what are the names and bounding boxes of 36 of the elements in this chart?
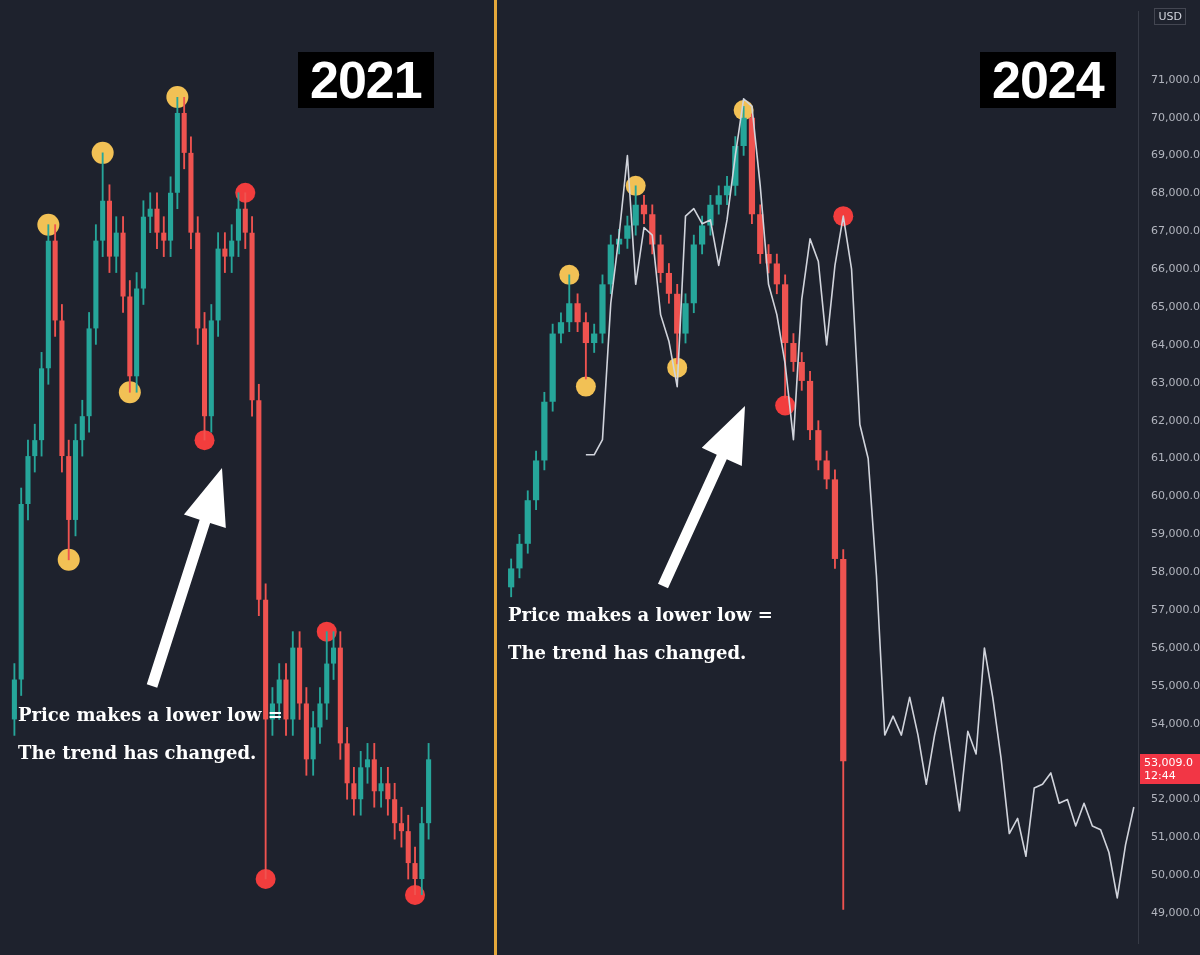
y-tick-label: 54,000.0 bbox=[1151, 716, 1200, 730]
y-tick-label: 57,000.0 bbox=[1151, 602, 1200, 616]
y-tick-label: 63,000.0 bbox=[1151, 375, 1200, 389]
chart-title: 2021 bbox=[298, 51, 434, 109]
y-tick-label: 62,000.0 bbox=[1151, 413, 1200, 427]
y-tick-label: 52,000.0 bbox=[1151, 792, 1200, 806]
point bbox=[91, 141, 114, 164]
point bbox=[575, 376, 596, 397]
point bbox=[559, 264, 580, 285]
y-tick-label: 66,000.0 bbox=[1151, 262, 1200, 276]
annotation: The trend has changed. bbox=[508, 642, 747, 663]
y-tick-label: 51,000.0 bbox=[1151, 830, 1200, 844]
annotation: The trend has changed. bbox=[18, 742, 257, 763]
y-tick-label: 61,000.0 bbox=[1151, 451, 1200, 465]
point bbox=[255, 869, 276, 890]
text: 53,009.0 12:44 bbox=[1140, 754, 1200, 784]
point bbox=[194, 430, 215, 451]
text: 2024 bbox=[980, 51, 1116, 109]
y-tick-label: 64,000.0 bbox=[1151, 337, 1200, 351]
y-tick-label: 71,000.0 bbox=[1151, 72, 1200, 86]
point bbox=[57, 548, 80, 571]
y-tick-label: 65,000.0 bbox=[1151, 299, 1200, 313]
y-tick-label: 55,000.0 bbox=[1151, 678, 1200, 692]
y-tick-label: 68,000.0 bbox=[1151, 186, 1200, 200]
annotation: Price makes a lower low = bbox=[18, 704, 283, 725]
y-tick-label: 69,000.0 bbox=[1151, 148, 1200, 162]
y-tick-label: 67,000.0 bbox=[1151, 224, 1200, 238]
y-tick-label: 60,000.0 bbox=[1151, 489, 1200, 503]
y-tick-label: 70,000.0 bbox=[1151, 110, 1200, 124]
y-tick-label: 49,000.0 bbox=[1151, 905, 1200, 919]
y-tick-label: 56,000.0 bbox=[1151, 640, 1200, 654]
y-tick-label: 50,000.0 bbox=[1151, 868, 1200, 882]
annotation: Price makes a lower low = bbox=[508, 604, 773, 625]
y-axis-title: USD bbox=[1154, 8, 1186, 25]
y-tick-label: 58,000.0 bbox=[1151, 565, 1200, 579]
y-tick-label: 59,000.0 bbox=[1151, 527, 1200, 541]
